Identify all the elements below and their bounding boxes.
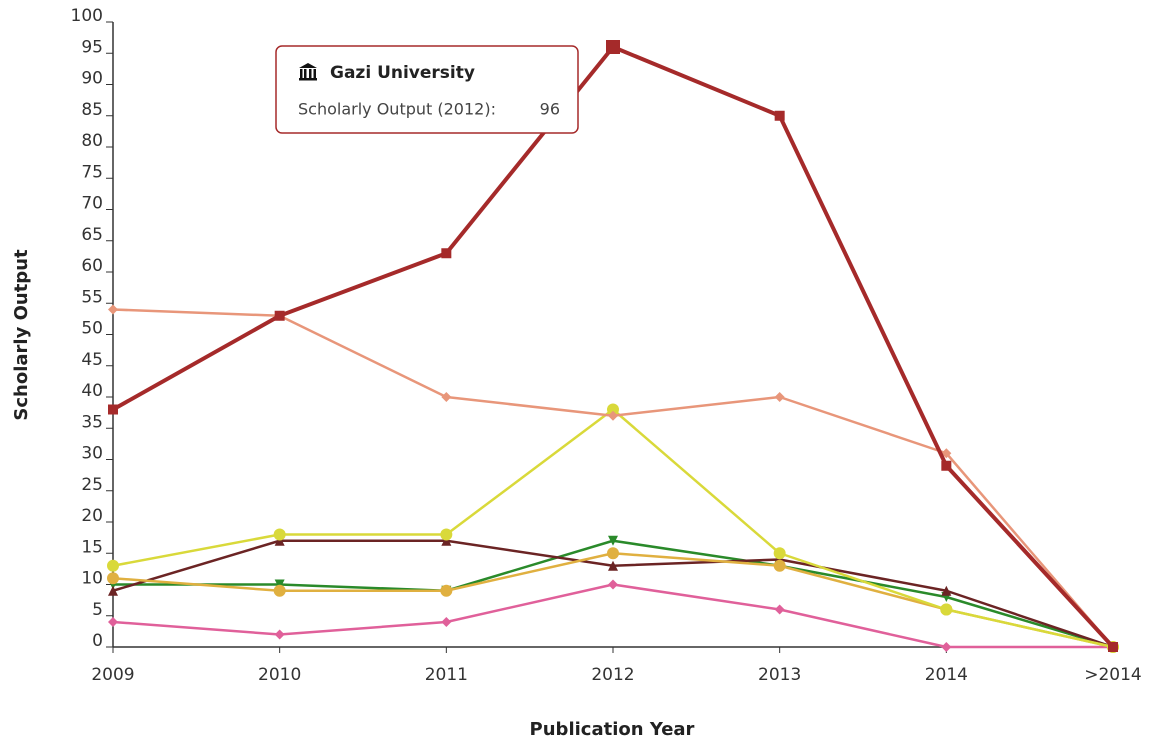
x-tick-label: 2012 xyxy=(591,665,634,685)
point xyxy=(1108,642,1118,652)
point xyxy=(441,248,452,259)
point xyxy=(606,40,620,54)
plot-area: 0 5 10 15 20 25 30 35 40 45 50 55 60 65 70 75 80 85 90 95 10… xyxy=(71,6,1142,685)
tooltip-box xyxy=(275,45,579,134)
point xyxy=(108,617,118,627)
point xyxy=(107,572,119,585)
point xyxy=(608,579,618,590)
point xyxy=(774,604,785,615)
y-tick-label: 85 xyxy=(81,100,103,120)
y-tick-label: 40 xyxy=(81,381,103,401)
point xyxy=(941,460,952,471)
point xyxy=(774,110,785,121)
point xyxy=(108,404,118,415)
point xyxy=(441,535,452,546)
point xyxy=(941,642,952,652)
y-tick-label: 70 xyxy=(81,194,103,214)
x-tick-label: 2013 xyxy=(758,665,801,685)
y-tick-label: 0 xyxy=(92,631,103,651)
point xyxy=(274,629,285,640)
tooltip-value: 96 xyxy=(540,100,560,119)
y-tick-label: 35 xyxy=(81,412,103,432)
y-tick-label: 90 xyxy=(81,69,103,89)
point xyxy=(941,585,952,596)
point xyxy=(440,584,453,597)
point xyxy=(773,559,786,572)
y-tick-label: 95 xyxy=(81,37,103,57)
point xyxy=(441,392,452,402)
y-tick-label: 75 xyxy=(81,162,103,182)
series-line xyxy=(112,408,1114,649)
point xyxy=(108,304,118,315)
y-tick-label: 30 xyxy=(81,444,103,464)
y-tick-label: 80 xyxy=(81,131,103,151)
point xyxy=(274,535,285,546)
y-tick-label: 65 xyxy=(81,225,103,245)
point xyxy=(607,403,619,416)
point xyxy=(441,617,452,627)
y-tick-label: 100 xyxy=(71,6,103,26)
point xyxy=(107,559,119,572)
tooltip-label: Scholarly Output (2012): xyxy=(298,100,496,119)
point xyxy=(607,547,619,560)
x-tick-label: 2009 xyxy=(91,665,134,685)
x-axis-title: Publication Year xyxy=(530,719,695,740)
point xyxy=(608,560,618,571)
y-tick-label: 15 xyxy=(81,537,103,557)
x-tick-label: 2010 xyxy=(258,665,301,685)
y-tick-label: 50 xyxy=(81,319,103,339)
point xyxy=(608,535,618,546)
point xyxy=(608,410,618,421)
y-tick-label: 20 xyxy=(81,506,103,526)
point xyxy=(440,528,453,541)
institution-icon xyxy=(299,63,317,81)
x-tick-label: 2014 xyxy=(925,665,968,685)
y-tick-label: 55 xyxy=(81,287,103,307)
y-tick-label: 60 xyxy=(81,256,103,276)
y-tick-label: 10 xyxy=(81,569,103,589)
tooltip: Gazi University Scholarly Output (2012):… xyxy=(275,45,579,134)
point xyxy=(108,585,118,596)
x-tick-label: 2011 xyxy=(425,665,468,685)
point xyxy=(273,528,286,541)
y-tick-label: 45 xyxy=(81,350,103,370)
point xyxy=(774,392,785,402)
y-axis-title: Scholarly Output xyxy=(11,249,32,421)
y-tick-label: 25 xyxy=(81,475,103,495)
tooltip-title: Gazi University xyxy=(330,63,475,83)
point xyxy=(273,584,286,597)
point xyxy=(274,310,285,321)
series-line xyxy=(112,583,1113,649)
x-tick-label: >2014 xyxy=(1084,665,1142,685)
point xyxy=(773,547,786,560)
point xyxy=(941,448,952,459)
y-tick-label: 5 xyxy=(92,600,103,620)
point xyxy=(274,579,285,590)
point xyxy=(940,603,953,616)
